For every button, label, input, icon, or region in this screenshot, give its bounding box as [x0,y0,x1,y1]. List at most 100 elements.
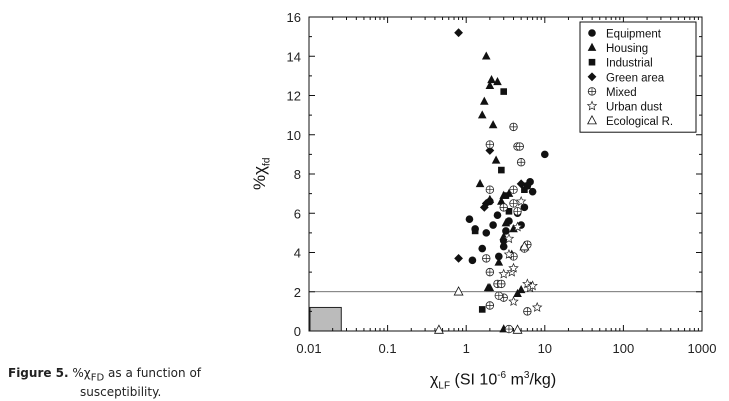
data-point [453,286,464,296]
marker-cross [499,203,508,212]
y-tick-label: 12 [287,89,301,104]
marker-cross [509,123,518,131]
y-tick-label: 2 [294,285,301,300]
x-axis-exp2: 3 [523,370,530,381]
legend-label: Green area [606,72,665,84]
data-point [454,28,463,38]
marker-cross [523,307,532,316]
legend-box [579,21,697,133]
data-point [541,150,549,159]
x-tick-label: 1000 [688,341,717,356]
data-point [516,179,526,189]
x-axis-unit-b: m [506,371,524,389]
series-ecological-r [433,240,530,334]
data-point [504,324,514,334]
y-axis-label-sub: fd [261,157,273,166]
y-tick-label: 16 [287,10,301,25]
marker-cross [505,325,513,333]
caption-body-sub: FD [90,372,105,384]
y-axis-label-main: %χ [250,165,269,190]
legend-label: Urban dust [606,102,663,114]
y-tick-label: 10 [287,128,301,143]
marker-cross [495,291,503,300]
data-point [499,203,508,212]
series-urban-dust [498,195,543,312]
data-point [500,88,508,95]
data-point [501,218,511,227]
shaded-region [309,306,342,332]
legend-marker [587,114,597,125]
data-point [478,244,487,253]
data-point [512,324,523,334]
data-point [485,267,495,277]
marker-cross [515,142,524,151]
data-point [475,179,485,188]
caption-body-main: %χ [68,366,91,380]
x-axis-label-sub: LF [438,380,451,392]
data-point [527,280,538,291]
data-point [482,229,491,237]
data-point [503,233,515,244]
data-point [498,268,509,279]
x-tick-label: 0.1 [379,341,397,356]
data-point [503,248,515,259]
x-tick-label: 1 [463,341,470,356]
caption-body-rest: as a function of [104,366,202,380]
data-point [497,196,506,205]
data-point [509,122,518,132]
marker-cross [482,254,491,263]
marker-cross [509,185,518,194]
data-point [493,211,502,220]
data-point [519,240,530,251]
data-point [528,187,537,196]
marker-cross [517,158,525,167]
data-point [485,185,495,194]
data-point [468,256,477,265]
data-point [523,307,532,316]
marker-cross [486,185,494,194]
data-point [516,158,526,167]
x-axis-unit-c: /kg) [529,371,557,389]
marker-cross [486,301,494,310]
legend-label: Housing [606,43,648,55]
data-point [485,80,495,89]
data-point [508,262,519,273]
x-axis-unit-a: (SI 10 [450,371,498,389]
data-point [516,284,526,294]
data-point [515,195,527,206]
series-industrial [471,88,531,313]
data-point [505,207,513,215]
y-tick-label: 4 [294,246,301,261]
data-point [497,279,506,289]
data-point [531,301,543,312]
caption-lead: Figure 5. [8,366,69,380]
data-point [494,257,504,266]
data-point [485,146,495,155]
data-point [480,96,489,105]
marker-cross [588,87,596,96]
x-axis-exp1: -6 [497,370,507,381]
data-point [495,252,503,261]
data-point [499,242,508,251]
figure-caption: Figure 5. %χFD as a function of susceptib… [8,366,248,399]
legend-label: Industrial [606,58,653,70]
data-point [509,199,518,208]
data-point [454,253,463,263]
y-tick-label: 14 [287,49,301,64]
data-point [478,306,486,313]
data-point [508,296,519,307]
caption-line2: susceptibility. [80,385,162,400]
data-point [471,227,479,235]
data-point [485,301,495,310]
legend-marker [586,100,598,111]
data-point [521,186,528,193]
data-point [524,182,531,190]
data-point [433,324,444,334]
data-point [477,110,487,119]
data-point [512,221,523,232]
legend-label: Ecological R. [606,116,673,128]
marker-cross [513,207,522,216]
data-point [498,166,505,174]
x-tick-label: 0.01 [296,341,321,356]
